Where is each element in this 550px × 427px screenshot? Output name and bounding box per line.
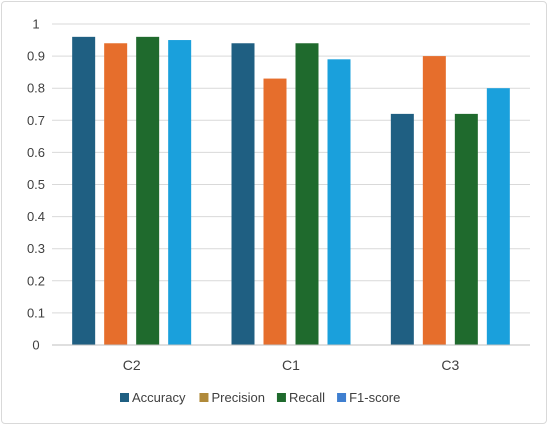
y-tick-label: 0.2 bbox=[27, 273, 45, 288]
y-tick-label: 0.4 bbox=[27, 209, 45, 224]
bar-accuracy-c1 bbox=[231, 43, 255, 345]
legend-swatch bbox=[276, 393, 286, 402]
y-tick-label: 0.3 bbox=[27, 241, 45, 256]
legend-swatch bbox=[199, 393, 209, 402]
y-tick-label: 1 bbox=[32, 17, 39, 32]
bars bbox=[72, 36, 510, 346]
y-tick-label: 0.7 bbox=[27, 113, 45, 128]
legend-label: Accuracy bbox=[132, 390, 186, 405]
bar-accuracy-c2 bbox=[72, 36, 96, 346]
y-tick-label: 0.1 bbox=[27, 305, 45, 320]
legend: Accuracy Precision Recall F1-score bbox=[120, 390, 400, 405]
bar-f1-score-c1 bbox=[327, 59, 351, 346]
bar-f1-score-c2 bbox=[168, 40, 192, 346]
legend-label: F1-score bbox=[349, 390, 400, 405]
legend-label: Precision bbox=[211, 390, 264, 405]
bar-precision-c1 bbox=[263, 78, 287, 345]
bar-precision-c3 bbox=[422, 56, 446, 345]
x-category-label: C2 bbox=[123, 357, 141, 373]
bar-f1-score-c3 bbox=[486, 88, 510, 345]
x-category-label: C1 bbox=[282, 357, 300, 373]
y-tick-label: 0.8 bbox=[27, 81, 45, 96]
bar-recall-c3 bbox=[454, 113, 478, 345]
gridlines bbox=[52, 23, 530, 314]
y-tick-label: 0.9 bbox=[27, 49, 45, 64]
y-axis-ticks: 0 0.1 0.2 0.3 0.4 0.5 0.6 0.7 0.8 0.9 1 bbox=[27, 17, 45, 353]
legend-label: Recall bbox=[289, 390, 325, 405]
y-tick-label: 0 bbox=[32, 338, 39, 353]
bar-recall-c2 bbox=[136, 36, 160, 346]
legend-swatch bbox=[337, 393, 347, 402]
y-tick-label: 0.5 bbox=[27, 177, 45, 192]
bar-recall-c1 bbox=[295, 43, 319, 345]
x-category-label: C3 bbox=[441, 357, 459, 373]
bar-precision-c2 bbox=[104, 43, 128, 345]
bar-accuracy-c3 bbox=[390, 113, 414, 345]
x-axis-categories: C2 C1 C3 bbox=[123, 357, 460, 373]
legend-swatch bbox=[120, 393, 129, 402]
y-tick-label: 0.6 bbox=[27, 145, 45, 160]
